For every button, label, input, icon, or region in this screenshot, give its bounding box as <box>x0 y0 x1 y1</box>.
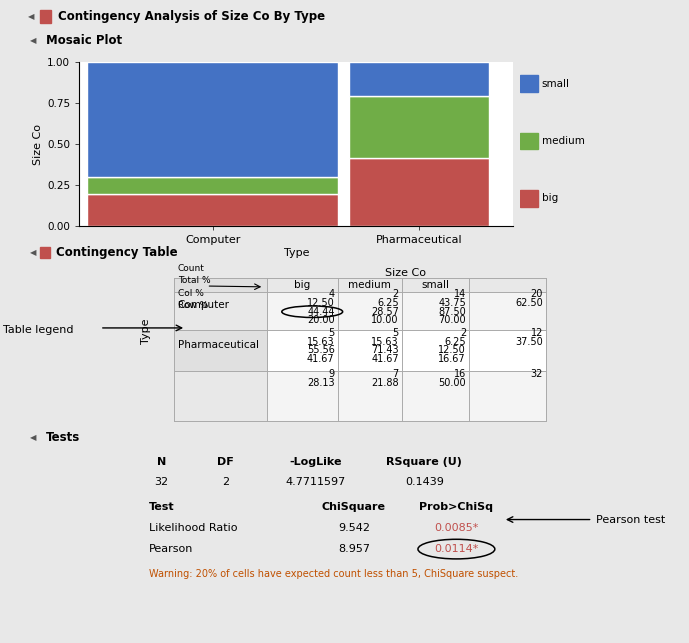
Text: Total %: Total % <box>178 276 210 285</box>
Bar <box>174 278 267 292</box>
Bar <box>267 292 546 331</box>
Text: 9.542: 9.542 <box>338 523 370 533</box>
X-axis label: Type: Type <box>283 248 309 258</box>
Text: Contingency Table: Contingency Table <box>56 246 178 259</box>
Text: Pharmaceutical: Pharmaceutical <box>178 340 258 350</box>
Text: N: N <box>157 457 166 467</box>
Bar <box>40 247 50 258</box>
Bar <box>174 371 267 421</box>
Text: 20: 20 <box>531 289 543 299</box>
Text: medium: medium <box>349 280 391 290</box>
Text: 70.00: 70.00 <box>438 316 466 325</box>
Text: 4.7711597: 4.7711597 <box>285 477 346 487</box>
Text: 41.67: 41.67 <box>307 354 335 364</box>
Text: Contingency Analysis of Size Co By Type: Contingency Analysis of Size Co By Type <box>58 10 325 23</box>
Bar <box>88 177 338 194</box>
Text: medium: medium <box>542 136 585 146</box>
Text: 20.00: 20.00 <box>307 316 335 325</box>
Bar <box>520 190 537 206</box>
Text: 2: 2 <box>222 477 229 487</box>
Bar <box>88 62 338 177</box>
Text: ◀: ◀ <box>30 36 37 45</box>
Text: Pearson test: Pearson test <box>596 514 666 525</box>
Text: 37.50: 37.50 <box>515 337 543 347</box>
Text: 28.57: 28.57 <box>371 307 399 317</box>
Text: big: big <box>542 194 558 203</box>
Text: -LogLike: -LogLike <box>289 457 342 467</box>
Text: Type: Type <box>141 318 151 344</box>
Text: Col %: Col % <box>178 289 203 298</box>
Text: ChiSquare: ChiSquare <box>322 502 386 512</box>
Bar <box>520 75 537 92</box>
Text: 62.50: 62.50 <box>515 298 543 308</box>
Bar <box>520 133 537 149</box>
Text: small: small <box>542 78 570 89</box>
Text: RSquare (U): RSquare (U) <box>387 457 462 467</box>
Bar <box>349 158 489 226</box>
Text: 8.957: 8.957 <box>338 544 370 554</box>
Text: 6.25: 6.25 <box>377 298 399 308</box>
Text: Test: Test <box>149 502 174 512</box>
Text: 12: 12 <box>531 328 543 338</box>
Text: 0.1439: 0.1439 <box>405 477 444 487</box>
Text: Tests: Tests <box>46 431 81 444</box>
Bar <box>88 194 338 226</box>
Text: 7: 7 <box>393 369 399 379</box>
Text: ◀: ◀ <box>30 433 37 442</box>
Text: Row %: Row % <box>178 301 208 310</box>
Text: 15.63: 15.63 <box>371 337 399 347</box>
Text: ◀: ◀ <box>30 248 37 257</box>
Text: 5: 5 <box>329 328 335 338</box>
Text: Size Co: Size Co <box>384 268 426 278</box>
Text: Computer: Computer <box>178 300 229 311</box>
Text: 44.44: 44.44 <box>307 307 335 317</box>
Text: Likelihood Ratio: Likelihood Ratio <box>149 523 237 533</box>
Text: Warning: 20% of cells have expected count less than 5, ChiSquare suspect.: Warning: 20% of cells have expected coun… <box>149 569 518 579</box>
Text: ◀: ◀ <box>28 12 35 21</box>
Text: Count: Count <box>178 264 205 273</box>
Text: Mosaic Plot: Mosaic Plot <box>46 34 123 47</box>
Text: 28.13: 28.13 <box>307 378 335 388</box>
Text: 5: 5 <box>393 328 399 338</box>
Text: 16: 16 <box>454 369 466 379</box>
Text: 43.75: 43.75 <box>438 298 466 308</box>
Text: Table legend: Table legend <box>3 325 74 335</box>
Text: 16.67: 16.67 <box>438 354 466 364</box>
Bar <box>349 62 489 96</box>
Text: 2: 2 <box>460 328 466 338</box>
Text: 32: 32 <box>531 369 543 379</box>
Text: 0.0114*: 0.0114* <box>434 544 479 554</box>
Bar <box>267 371 546 421</box>
Text: 10.00: 10.00 <box>371 316 399 325</box>
Text: 55.56: 55.56 <box>307 345 335 356</box>
Text: 14: 14 <box>454 289 466 299</box>
Text: small: small <box>422 280 449 290</box>
Text: 71.43: 71.43 <box>371 345 399 356</box>
Text: 0.0085*: 0.0085* <box>434 523 479 533</box>
Text: 41.67: 41.67 <box>371 354 399 364</box>
Text: Prob>ChiSq: Prob>ChiSq <box>420 502 493 512</box>
Text: 6.25: 6.25 <box>444 337 466 347</box>
Bar <box>349 96 489 158</box>
Y-axis label: Size Co: Size Co <box>33 124 43 165</box>
Text: DF: DF <box>217 457 234 467</box>
Text: 4: 4 <box>329 289 335 299</box>
Bar <box>267 331 546 371</box>
Bar <box>40 10 52 23</box>
Text: Pearson: Pearson <box>149 544 193 554</box>
Text: 12.50: 12.50 <box>438 345 466 356</box>
Text: 15.63: 15.63 <box>307 337 335 347</box>
Text: 32: 32 <box>154 477 169 487</box>
Bar <box>174 331 267 371</box>
Text: 50.00: 50.00 <box>438 378 466 388</box>
Text: 2: 2 <box>393 289 399 299</box>
Bar <box>174 292 267 331</box>
Text: 9: 9 <box>329 369 335 379</box>
Text: 87.50: 87.50 <box>438 307 466 317</box>
Text: 21.88: 21.88 <box>371 378 399 388</box>
Text: 12.50: 12.50 <box>307 298 335 308</box>
Text: big: big <box>294 280 311 290</box>
